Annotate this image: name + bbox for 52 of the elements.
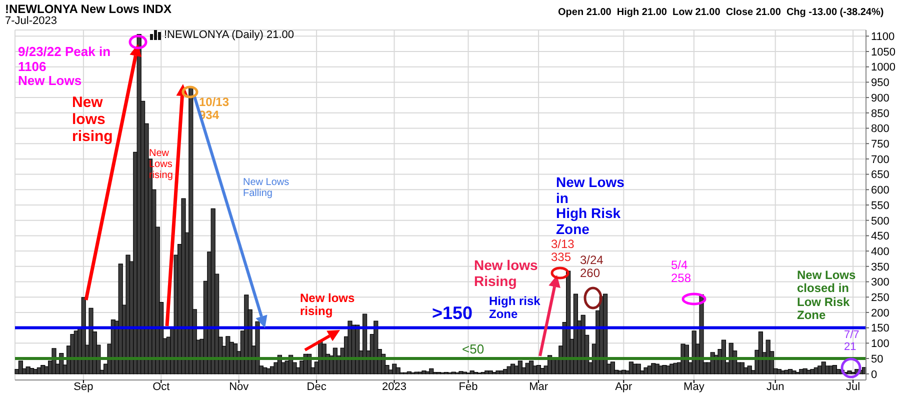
text: !NEWLONYA (Daily) 21.00 <box>164 29 294 41</box>
annotation: New Lows closed in Low Risk Zone <box>797 268 856 323</box>
annotation: 5/4 258 <box>671 258 692 286</box>
y-tick-label: 400 <box>871 246 890 258</box>
y-tick-label: 650 <box>871 169 890 182</box>
y-tick-label: 750 <box>871 138 890 150</box>
y-tick-label: 900 <box>871 92 890 104</box>
y-tick-label: 500 <box>871 215 890 228</box>
x-tick-label: Apr <box>615 380 633 393</box>
ref-line-label: >150 <box>432 302 473 323</box>
x-tick-label: Dec <box>306 380 327 393</box>
x-tick-label: Oct <box>152 380 170 393</box>
y-tick-label: 100 <box>871 338 890 350</box>
annotation: High risk Zone <box>489 294 540 322</box>
y-tick-label: 950 <box>871 77 890 90</box>
y-tick-label: 450 <box>871 230 890 243</box>
x-tick-label: May <box>684 380 705 393</box>
annotation: 3/24 260 <box>580 253 604 281</box>
y-tick-label: 550 <box>871 200 890 212</box>
annotation: New Lows in High Risk Zone <box>556 174 624 238</box>
y-tick-label: 0 <box>871 368 878 381</box>
x-tick-label: Sep <box>74 380 94 393</box>
y-tick-label: 700 <box>871 154 890 166</box>
y-tick-label: 600 <box>871 184 890 197</box>
annotation: 3/13 335 <box>551 237 574 265</box>
y-tick-label: 350 <box>871 261 890 274</box>
y-tick-label: 800 <box>871 123 890 136</box>
ref-line-label: <50 <box>462 342 484 357</box>
annotation: New lows rising <box>72 94 113 146</box>
x-tick-label: Mar <box>529 380 548 393</box>
annotation: New Lows Falling <box>243 177 290 200</box>
x-tick-label: Jul <box>846 380 860 393</box>
chart-title: !NEWLONYA New Lows INDX <box>5 2 172 16</box>
annotation: 9/23/22 Peak in 1106 New Lows <box>18 44 112 89</box>
y-tick-label: 1000 <box>871 62 896 74</box>
annotation: 7/7 21 <box>844 329 860 354</box>
text: Open 21.00 High 21.00 Low 21.00 Close 21.00 Chg -13.00 (-38.24%) <box>558 7 884 18</box>
x-tick-label: Nov <box>229 380 250 393</box>
x-tick-label: Jun <box>766 380 784 393</box>
annotation: New lows Rising <box>474 257 538 290</box>
chart-subtitle: 7-Jul-2023 <box>5 15 57 27</box>
y-tick-label: 200 <box>871 307 890 320</box>
y-tick-label: 1100 <box>871 31 895 44</box>
x-tick-label: 2023 <box>382 380 406 393</box>
annotation: New lows rising <box>300 291 355 319</box>
y-tick-label: 1050 <box>871 46 896 58</box>
x-tick-label: Feb <box>458 380 478 393</box>
y-tick-label: 150 <box>871 322 890 335</box>
y-tick-label: 50 <box>871 353 884 366</box>
y-tick-label: 250 <box>871 292 890 304</box>
y-tick-label: 850 <box>871 108 890 120</box>
y-tick-label: 300 <box>871 276 890 289</box>
